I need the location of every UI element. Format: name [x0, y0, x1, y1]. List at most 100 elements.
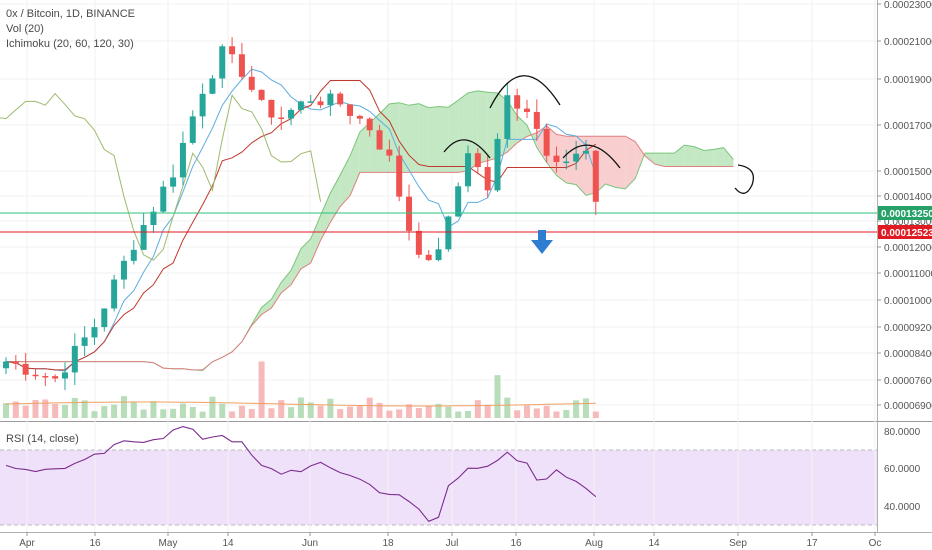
- cloud-segment: [448, 100, 459, 173]
- volume-bar: [150, 401, 157, 418]
- volume-bar: [582, 398, 589, 418]
- candle-body: [484, 167, 491, 191]
- candle-body: [229, 46, 236, 55]
- cloud-segment: [271, 282, 282, 308]
- cloud-segment: [468, 90, 478, 171]
- cloud-segment: [409, 103, 419, 173]
- ichimoku-indicator-label: Ichimoku (20, 60, 120, 30): [6, 38, 134, 50]
- price-tick-label: 0.00008400: [884, 349, 932, 360]
- rsi-axis[interactable]: 80.0000 60.0000 40.0000: [884, 427, 921, 513]
- volume-bar: [376, 402, 383, 418]
- candle-body: [376, 130, 383, 150]
- candle-body: [52, 376, 59, 379]
- volume-bar: [52, 403, 59, 418]
- time-axis[interactable]: Apr 16 May 14 Jun 18 Jul 16 Aug 14 Sep 17 Oc: [19, 532, 881, 549]
- volume-bar: [189, 406, 196, 418]
- price-tick-label: 0.00019000: [884, 75, 932, 86]
- time-tick-label: Sep: [729, 538, 747, 549]
- candle-body: [32, 374, 39, 377]
- candle-body: [179, 142, 186, 178]
- volume-bar: [229, 411, 236, 418]
- volume-bar: [12, 401, 19, 418]
- cloud-segment: [399, 102, 410, 173]
- volume-bar: [465, 411, 472, 418]
- candle-body: [533, 111, 540, 129]
- candle-body: [288, 109, 295, 119]
- volume-bar: [523, 405, 530, 418]
- cloud-segment: [291, 248, 301, 285]
- symbol-title: 0x / Bitcoin, 1D, BINANCE: [6, 8, 135, 20]
- candle-body: [258, 89, 265, 100]
- price-badge: [878, 206, 932, 220]
- drawn-annotations: [443, 75, 755, 194]
- volume-bar: [130, 401, 137, 418]
- price-tick-label: 0.00023000: [884, 0, 932, 11]
- volume-bar: [179, 403, 186, 418]
- right-shoulder-arc: [562, 144, 621, 169]
- price-tick-label: 0.00013000: [884, 217, 932, 228]
- volume-bar: [386, 410, 393, 418]
- candle-body: [347, 104, 354, 116]
- price-tick-label: 0.00012000: [884, 243, 932, 254]
- volume-bar: [415, 407, 422, 418]
- rsi-tick-label: 80.0000: [884, 427, 921, 438]
- time-tick-label: Apr: [19, 538, 35, 549]
- chikou-line: [0, 92, 322, 261]
- volume-ma-line: [5, 401, 596, 407]
- time-tick-label: 16: [89, 538, 101, 549]
- rsi-tick-label: 40.0000: [884, 502, 921, 513]
- time-tick-label: May: [159, 538, 178, 549]
- candle-body: [445, 216, 452, 250]
- cloud-segment: [664, 153, 675, 167]
- candle-body: [465, 153, 472, 187]
- cloud-segment: [458, 92, 469, 173]
- volume-bar: [111, 404, 118, 418]
- candle-body: [130, 249, 137, 261]
- cloud-segment: [428, 106, 439, 173]
- volume-bar: [563, 409, 570, 418]
- candle-body: [563, 161, 570, 164]
- price-axis[interactable]: 0.00023000 0.00021000 0.00019000 0.00017000…: [877, 0, 932, 412]
- volume-bar: [120, 396, 127, 418]
- candle-body: [553, 155, 560, 163]
- candle-body: [366, 118, 373, 131]
- volume-bar: [258, 361, 265, 418]
- volume-bar: [42, 399, 49, 418]
- cloud-segment: [723, 147, 734, 167]
- cloud-segment: [654, 153, 665, 167]
- time-tick-label: Oc: [869, 538, 882, 549]
- cloud-segment: [340, 155, 351, 207]
- cloud-segment: [320, 193, 331, 241]
- volume-bar: [543, 405, 550, 418]
- candle-body: [12, 361, 19, 364]
- candle-body: [189, 116, 196, 143]
- candle-body: [356, 115, 363, 119]
- candle-body: [504, 95, 511, 139]
- price-tick-label: 0.00015000: [884, 167, 932, 178]
- candle-body: [415, 230, 422, 255]
- volume-bar: [199, 411, 206, 418]
- rsi-line: [5, 426, 597, 522]
- cloud-segment: [684, 145, 695, 167]
- candle-body: [91, 327, 98, 338]
- candle-body: [268, 99, 275, 118]
- volume-bar: [494, 375, 501, 418]
- time-tick-label: 18: [382, 538, 394, 549]
- volume-bar: [327, 398, 334, 418]
- cloud-segment: [713, 147, 724, 167]
- candle-body: [327, 93, 334, 106]
- time-tick-label: 16: [510, 538, 522, 549]
- candle-body: [160, 186, 167, 212]
- cloud-segment: [418, 103, 429, 173]
- candle-body: [278, 117, 285, 119]
- candle-body: [396, 155, 403, 197]
- candle-body: [42, 376, 49, 378]
- time-tick-label: Jul: [446, 538, 459, 549]
- candle-body: [573, 153, 580, 162]
- candle-body: [307, 101, 314, 103]
- head-arc: [489, 75, 561, 109]
- rsi-series-line: [5, 426, 597, 522]
- volume-bar: [101, 406, 108, 418]
- candle-body: [120, 260, 127, 280]
